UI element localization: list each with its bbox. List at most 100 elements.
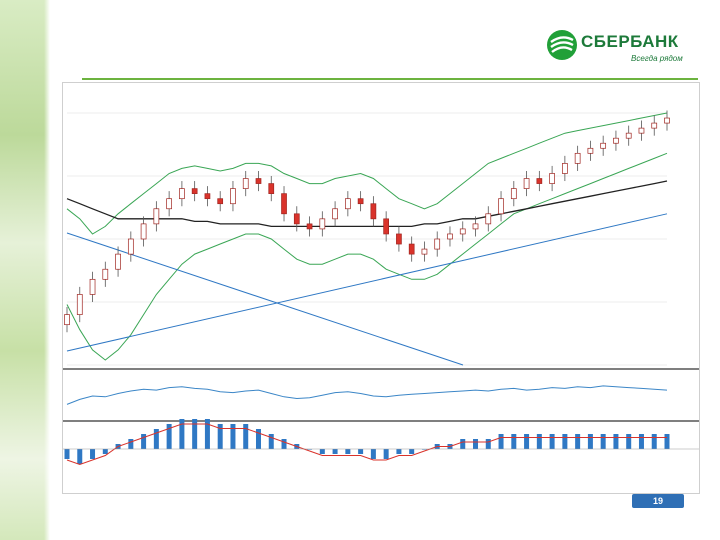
macd-bar — [421, 449, 427, 450]
macd-bar — [345, 449, 351, 454]
descending-trendline — [66, 232, 464, 366]
price-candle — [370, 203, 377, 220]
brand-name: СБЕРБАНК — [581, 32, 679, 51]
page-number-badge: 19 — [632, 494, 684, 508]
macd-bar — [575, 434, 581, 449]
macd-bar — [268, 434, 274, 449]
price-candle — [293, 213, 300, 225]
price-candle — [179, 188, 185, 200]
macd-bar — [536, 434, 542, 449]
price-candle — [510, 188, 517, 200]
price-candle — [217, 198, 224, 205]
price-candle — [268, 183, 275, 194]
macd-bar — [485, 439, 491, 449]
price-candle — [89, 278, 96, 295]
macd-bar — [319, 449, 325, 454]
price-candle — [434, 238, 441, 250]
price-candle — [357, 198, 364, 205]
macd-bar — [626, 434, 632, 449]
technical-chart — [63, 110, 699, 466]
price-candle — [64, 314, 70, 326]
bollinger-lower-line — [66, 152, 668, 361]
price-candle — [191, 188, 198, 194]
price-candle — [498, 198, 504, 215]
price-candle — [345, 198, 351, 210]
moving-average-line — [66, 180, 668, 228]
macd-bar — [370, 449, 376, 459]
price-candle — [638, 127, 645, 134]
price-candle — [664, 117, 670, 124]
macd-bar — [243, 424, 249, 449]
macd-bar — [600, 434, 606, 449]
macd-bar — [230, 424, 236, 449]
price-candle — [472, 223, 479, 230]
sberbank-logo: СБЕРБАНК Всегда рядом — [545, 28, 695, 68]
price-candle — [408, 243, 415, 255]
macd-bar — [281, 439, 287, 449]
price-candle — [127, 238, 134, 255]
macd-bar — [192, 419, 198, 449]
price-candle — [166, 198, 172, 210]
macd-bar — [102, 449, 108, 454]
macd-bar — [511, 434, 517, 449]
price-candle — [140, 223, 147, 240]
price-candle — [613, 137, 619, 144]
price-candle — [447, 233, 453, 240]
decorative-background-strip — [0, 0, 50, 540]
macd-bar — [524, 434, 530, 449]
macd-bar — [473, 439, 479, 449]
price-candle — [549, 173, 555, 184]
price-candle — [536, 178, 543, 184]
price-candle — [102, 268, 109, 280]
macd-bar — [587, 434, 593, 449]
macd-bar — [166, 424, 172, 449]
price-candle — [255, 178, 262, 184]
macd-bar — [332, 449, 338, 454]
price-candle — [383, 218, 389, 235]
brand-slogan: Всегда рядом — [631, 54, 683, 63]
macd-bar — [141, 434, 147, 449]
macd-signal-line — [66, 423, 667, 466]
macd-bar — [549, 434, 555, 449]
price-candle — [459, 228, 466, 235]
macd-bar — [664, 434, 670, 449]
price-candle — [242, 178, 249, 189]
ascending-trendline — [66, 213, 668, 352]
price-candle — [574, 152, 581, 164]
macd-bar — [409, 449, 415, 454]
macd-bar — [562, 434, 568, 449]
price-candle — [306, 223, 313, 230]
price-candle — [281, 193, 287, 215]
price-candle — [204, 193, 211, 200]
macd-bar — [383, 449, 389, 459]
sberbank-emblem-icon — [547, 30, 577, 60]
macd-bar — [651, 434, 657, 449]
price-candle — [562, 163, 568, 174]
macd-bar — [638, 434, 644, 449]
macd-bar — [460, 439, 466, 449]
macd-bar — [204, 419, 210, 449]
macd-bar — [77, 449, 83, 464]
macd-bar — [255, 429, 261, 449]
price-candle — [625, 132, 632, 139]
chart-panel — [62, 82, 700, 494]
price-candle — [115, 253, 121, 270]
price-candle — [332, 208, 338, 220]
macd-bar — [613, 434, 619, 449]
price-candle — [230, 188, 236, 205]
macd-bar — [358, 449, 364, 454]
macd-bar — [64, 449, 70, 459]
bollinger-upper-line — [66, 112, 668, 235]
price-candle — [587, 147, 594, 154]
macd-bar — [498, 434, 504, 449]
price-candle — [600, 142, 607, 149]
price-candle — [485, 213, 492, 225]
price-candle — [76, 294, 83, 315]
price-candle — [421, 248, 428, 255]
price-candle — [651, 122, 658, 129]
macd-bar — [90, 449, 96, 459]
title-divider — [82, 78, 698, 80]
price-candle — [153, 208, 160, 225]
price-candle — [396, 233, 402, 245]
oscillator-line — [66, 385, 668, 405]
